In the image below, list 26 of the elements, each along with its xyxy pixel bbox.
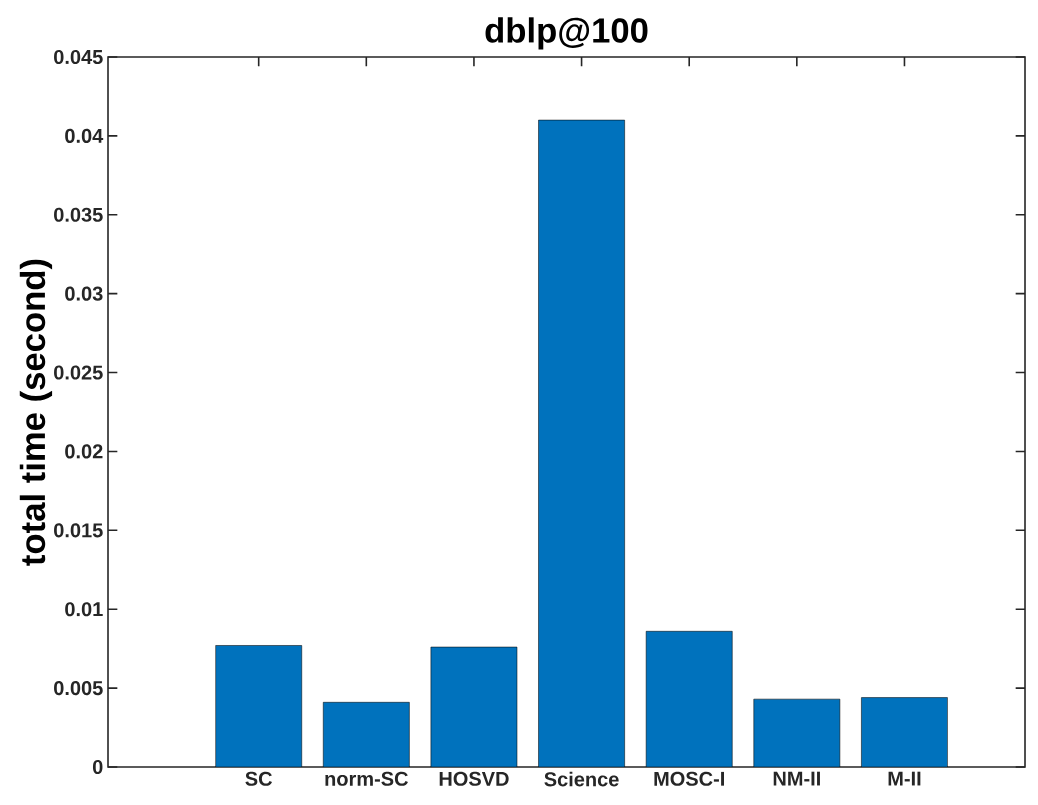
y-tick-label: 0.025 [54, 365, 103, 380]
y-tick-label: 0.01 [65, 602, 103, 617]
x-tick-label: Science [544, 771, 619, 787]
x-tick-label: SC [245, 771, 273, 786]
bar [861, 697, 948, 767]
x-tick-label: norm-SC [325, 771, 408, 786]
x-tick-label: M-II [888, 771, 921, 786]
y-tick-label: 0.03 [65, 286, 103, 301]
bar [538, 120, 625, 767]
y-tick-label: 0.005 [54, 681, 103, 696]
x-tick-label: HOSVD [439, 771, 509, 786]
y-tick-label: 0.015 [54, 523, 103, 538]
y-tick-label: 0 [92, 759, 103, 775]
chart-title: dblp@100 [485, 17, 648, 50]
bar [646, 631, 733, 767]
bar [215, 645, 302, 767]
y-tick-label: 0.04 [65, 128, 104, 143]
y-tick-label: 0.02 [65, 444, 103, 459]
bar [430, 647, 517, 767]
y-tick-label: 0.045 [54, 49, 103, 65]
y-axis-title: total time (second) [19, 259, 53, 566]
y-tick-label: 0.035 [54, 207, 103, 222]
x-tick-label: NM-II [773, 771, 820, 786]
bar [753, 699, 840, 767]
bar [323, 702, 410, 767]
x-tick-label: MOSC-I [654, 771, 724, 786]
